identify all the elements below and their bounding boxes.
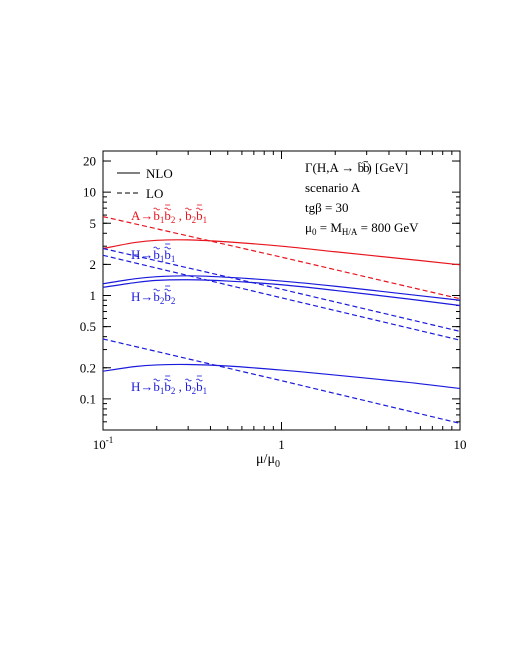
tilde-accent bbox=[196, 378, 203, 382]
x-tick-label: 1 bbox=[278, 437, 285, 452]
info-line-tanbeta: tgβ = 30 bbox=[305, 200, 349, 215]
tilde-accent bbox=[164, 207, 171, 211]
annotation-h-b1b2: H→b1b2 , b2b1 bbox=[131, 379, 207, 396]
tilde-accent bbox=[153, 246, 160, 250]
series-line-4-nlo bbox=[103, 279, 460, 307]
series-line-3-lo bbox=[103, 247, 460, 332]
series-line-6-nlo bbox=[103, 363, 460, 390]
series-line-7-lo bbox=[103, 338, 460, 424]
series-line-0-nlo bbox=[103, 239, 460, 266]
legend-lo-label: LO bbox=[146, 186, 163, 201]
tilde-accent bbox=[153, 378, 160, 382]
info-text: Γ(H,A → b~b~–) [GeV] scenario A tgβ = 30… bbox=[305, 156, 419, 237]
info-line-mu0: μ0 = MH/A = 800 GeV bbox=[305, 220, 419, 237]
y-tick-label: 2 bbox=[90, 257, 97, 272]
tilde-accent bbox=[153, 288, 160, 292]
legend: NLO LO bbox=[117, 166, 173, 201]
y-tick-label: 1 bbox=[90, 288, 97, 303]
annotation-h-b1b1: H→b1b1 bbox=[131, 247, 175, 264]
annotation-a-b1b2: A→b1b2 , b2b1 bbox=[131, 208, 207, 225]
tilde-accent bbox=[185, 378, 192, 382]
tilde-accent bbox=[185, 207, 192, 211]
y-tick-label: 20 bbox=[83, 154, 96, 169]
x-tick-label: 10 bbox=[454, 437, 467, 452]
series-line-5-lo bbox=[103, 254, 460, 341]
tilde-accent bbox=[196, 207, 203, 211]
annotation-h-b2b2: H→b2b2 bbox=[131, 289, 175, 306]
x-axis-label: μ/μ0 bbox=[256, 452, 280, 470]
y-tick-label: 0.1 bbox=[80, 391, 96, 406]
tilde-accent bbox=[164, 288, 171, 292]
tilde-accent bbox=[153, 207, 160, 211]
series-lines bbox=[103, 216, 460, 424]
x-tick-label: 10-1 bbox=[93, 435, 114, 452]
y-tick-label: 5 bbox=[90, 216, 97, 231]
tilde-marks bbox=[153, 204, 203, 382]
y-tick-label: 0.2 bbox=[80, 360, 96, 375]
info-line-width: Γ(H,A → b~b~–) [GeV] bbox=[305, 156, 408, 175]
y-tick-label: 10 bbox=[83, 185, 96, 200]
tilde-accent bbox=[164, 378, 171, 382]
y-tick-label: 0.5 bbox=[80, 319, 96, 334]
info-line-scenario: scenario A bbox=[305, 180, 361, 195]
series-line-1-lo bbox=[103, 216, 460, 300]
legend-nlo-label: NLO bbox=[146, 166, 173, 181]
tilde-accent bbox=[164, 246, 171, 250]
axis-ticks: 10-1 1 10 20 10 5 2 1 0.5 0.2 0.1 bbox=[80, 151, 467, 452]
